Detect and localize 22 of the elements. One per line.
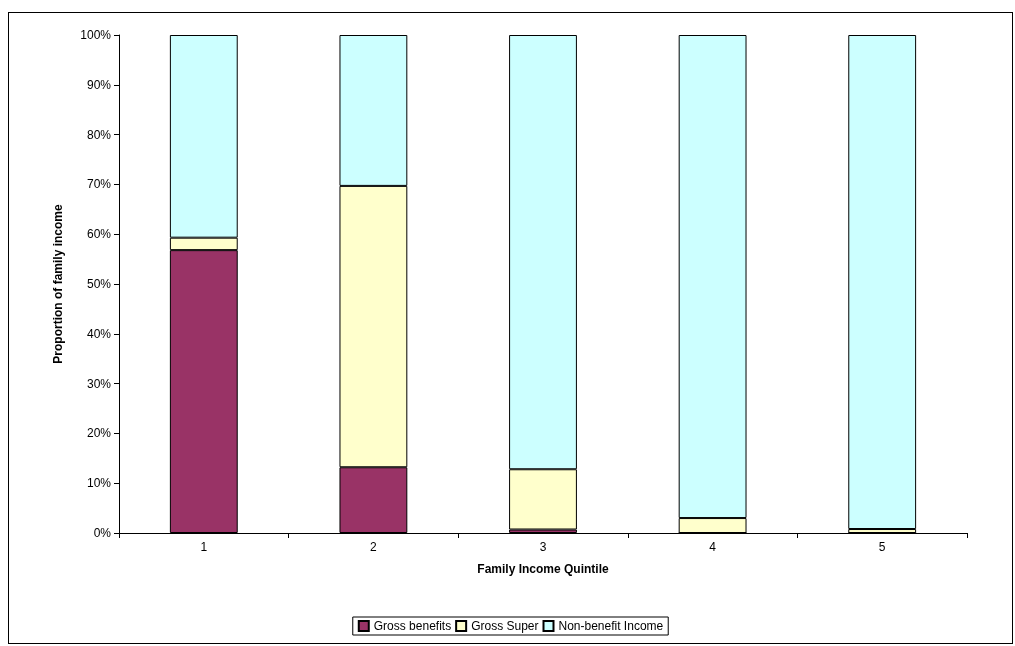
legend-label: Non-benefit Income	[558, 619, 664, 633]
bar	[848, 35, 917, 530]
x-tick-label: 4	[709, 540, 717, 554]
x-tick-label: 5	[878, 540, 886, 554]
y-tick-label: 20%	[86, 426, 112, 441]
y-tick-label: 60%	[86, 227, 112, 242]
x-tick-label: 1	[200, 540, 208, 554]
y-tick-label: 0%	[93, 526, 112, 540]
legend-label: Gross benefits	[373, 619, 452, 633]
y-tick-label: 40%	[86, 326, 112, 341]
y-tick-label: 50%	[86, 277, 112, 291]
y-tick-label: 10%	[86, 476, 112, 491]
y-tick-label: 100%	[80, 28, 112, 42]
y-tick-label: 70%	[86, 177, 112, 192]
y-tick-label: 90%	[86, 77, 112, 92]
y-tick-label: 30%	[86, 376, 112, 391]
y-axis-title: Proportion of family income	[51, 204, 65, 364]
x-tick-label: 3	[539, 540, 547, 554]
legend-label: Gross Super	[471, 619, 539, 633]
x-axis-title: Family Income Quintile	[477, 562, 609, 576]
y-tick-label: 80%	[86, 127, 112, 142]
x-tick-label: 2	[370, 540, 378, 554]
